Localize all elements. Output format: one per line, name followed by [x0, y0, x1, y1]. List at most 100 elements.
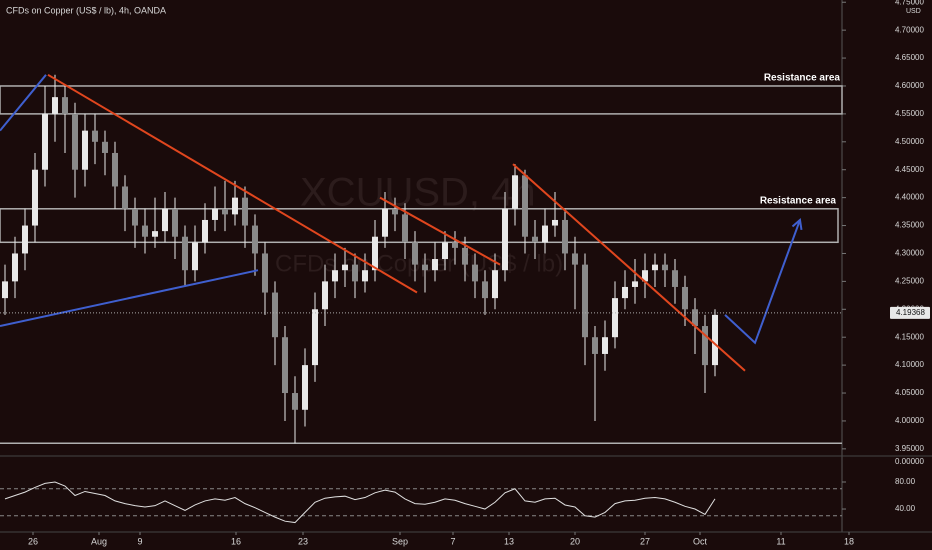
x-tick-label: 13: [504, 536, 514, 546]
resistance-zone: [0, 85, 843, 115]
candle-body: [572, 253, 578, 265]
candle-body: [372, 236, 378, 271]
y-tick-label: 4.45000: [895, 165, 924, 174]
candle-body: [422, 264, 428, 271]
x-tick-label: 20: [570, 536, 580, 546]
candle-body: [642, 270, 648, 282]
arrow-head: [791, 218, 803, 231]
candle-body: [222, 208, 228, 215]
indicator-tick-label: 40.00: [895, 504, 916, 513]
x-tick-label: 23: [298, 536, 308, 546]
candle-body: [252, 225, 258, 254]
candle-body: [522, 175, 528, 237]
candle-body: [142, 225, 148, 237]
zone-label: Resistance area: [760, 195, 837, 206]
candle-body: [132, 208, 138, 226]
candle-body: [192, 242, 198, 271]
candle-body: [702, 326, 708, 366]
x-tick-label: 11: [776, 536, 785, 546]
candle-body: [32, 169, 38, 226]
trendline: [724, 219, 801, 345]
candle-body: [292, 393, 298, 410]
candle-body: [42, 113, 48, 170]
x-tick-label: Oct: [693, 536, 708, 546]
y-tick-label: 4.25000: [895, 276, 924, 285]
y-tick-label: 4.00000: [895, 416, 924, 425]
y-tick-label: 4.40000: [895, 193, 924, 202]
candle-body: [672, 270, 678, 287]
candle-body: [552, 219, 558, 226]
candle-body: [92, 130, 98, 142]
x-tick-label: Aug: [91, 536, 107, 546]
candle-body: [712, 314, 718, 366]
candle-body: [112, 152, 118, 187]
candle-body: [622, 286, 628, 299]
candle-body: [22, 225, 28, 254]
candle-body: [612, 298, 618, 338]
y-tick-label: 4.70000: [895, 25, 924, 34]
candle-body: [452, 242, 458, 248]
candle-body: [62, 97, 68, 114]
candle-body: [652, 264, 658, 271]
y-tick-label: 4.50000: [895, 137, 924, 146]
candle-body: [152, 231, 158, 237]
candle-body: [562, 219, 568, 254]
y-tick-label: 4.15000: [895, 332, 924, 341]
candle-body: [72, 113, 78, 170]
candle-body: [212, 208, 218, 220]
candle-body: [632, 281, 638, 287]
last-price-box: [890, 306, 930, 319]
chart-title: CFDs on Copper (US$ / lb), 4h, OANDA: [6, 5, 166, 15]
y-tick-label: 4.30000: [895, 249, 924, 258]
candle-body: [412, 242, 418, 265]
candle-body: [472, 264, 478, 282]
candle-body: [542, 225, 548, 243]
x-tick-label: 27: [640, 536, 650, 546]
candle-body: [392, 208, 398, 215]
candle-body: [442, 242, 448, 260]
x-tick-label: 16: [231, 536, 241, 546]
candle-body: [262, 253, 268, 293]
last-price-label: 4.19368: [896, 308, 925, 317]
trendline: [512, 163, 746, 372]
candle-body: [272, 292, 278, 338]
currency-label: USD: [906, 8, 921, 15]
candle-body: [242, 197, 248, 226]
y-tick-label: 4.35000: [895, 221, 924, 230]
candle-body: [312, 309, 318, 366]
y-tick-label: 4.75000: [895, 0, 924, 6]
watermark: XCUUSD, 4h: [300, 171, 536, 215]
y-tick-label: 4.10000: [895, 360, 924, 369]
x-tick-label: Sep: [392, 536, 408, 546]
candle-body: [172, 208, 178, 237]
candle-body: [122, 186, 128, 209]
indicator-tick-label: 80.00: [895, 477, 916, 486]
candle-body: [52, 97, 58, 114]
candle-body: [82, 130, 88, 170]
x-tick-label: 7: [450, 536, 455, 546]
candle-body: [582, 264, 588, 338]
x-tick-label: 9: [137, 536, 142, 546]
candle-body: [202, 219, 208, 243]
candle-body: [512, 175, 518, 209]
candle-body: [182, 236, 188, 271]
candle-body: [322, 281, 328, 310]
trendline: [0, 74, 47, 132]
candle-body: [682, 286, 688, 310]
candle-body: [532, 236, 538, 243]
candle-body: [2, 281, 8, 299]
trendline: [0, 269, 259, 328]
candle-body: [482, 281, 488, 299]
y-tick-label: 4.05000: [895, 388, 924, 397]
candle-body: [402, 214, 408, 243]
y-tick-label: 4.60000: [895, 81, 924, 90]
candle-body: [302, 365, 308, 410]
indicator-zero-label: 0.00000: [895, 457, 924, 466]
candle-body: [492, 270, 498, 299]
trendline: [379, 196, 501, 266]
y-tick-label: 3.95000: [895, 444, 924, 453]
candle-body: [692, 309, 698, 327]
candle-body: [502, 208, 508, 271]
